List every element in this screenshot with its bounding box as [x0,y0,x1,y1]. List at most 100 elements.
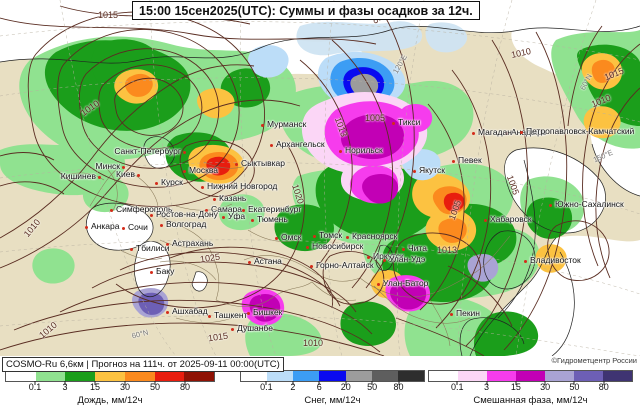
legend-color-cell [397,371,424,381]
legend-color-cell [154,371,185,381]
city-label: Якутск [419,165,445,175]
city-label: Астрахань [172,238,214,248]
legend-tickmark [345,381,347,385]
legend-color-cell [371,371,398,381]
legend-tick-label: 0.1 [28,382,42,392]
legend-color-cell [487,371,516,381]
legend-color-cell [241,371,268,381]
city-dot-icon [183,170,186,173]
city-dot-icon [392,122,395,125]
city-label: Ташкент [214,310,248,320]
city-dot-icon [213,198,216,201]
legend-color-cell [35,371,66,381]
city-label: Хабаровск [490,214,532,224]
city-label: Сыктывкар [241,158,285,168]
legend-tickmark [184,381,186,385]
legend-tickmark [318,381,320,385]
legend-tickmark [34,381,36,385]
legend-tickmark [265,381,267,385]
city-dot-icon [549,204,552,207]
legend-color-cell [574,371,603,381]
city-label: Пекин [456,308,480,318]
city-dot-icon [346,236,349,239]
city-label: Екатеринбург [248,204,302,214]
city-dot-icon [484,219,487,222]
map-graphics [0,0,640,356]
isobar-layer [0,5,640,356]
legend-colorbar-snow [240,370,425,382]
city-label: Тикси [398,117,421,127]
city-label: Душанбе [237,323,273,333]
legend-tickmark [398,381,400,385]
legend-tick-label: 30 [540,382,551,392]
legend-snow: 0.1 2 6 20 50 80 Снег, мм/12ч [240,370,425,408]
legend-color-cell [429,371,458,381]
legend-tickmark [292,381,294,385]
city-dot-icon [377,283,380,286]
city-dot-icon [130,248,133,251]
city-dot-icon [85,226,88,229]
city-dot-icon [166,243,169,246]
legend-color-cell [6,371,36,381]
legend-tickmark [573,381,575,385]
legend-ticks-mixed: 0.1 3 15 30 50 80 [428,381,633,394]
map-title-text: 15:00 15сен2025(UTC): Суммы и фазы осадк… [139,3,473,18]
city-dot-icon [339,150,342,153]
city-label: Чита [408,243,427,253]
city-label: Астана [254,256,282,266]
city-label: Симферополь [116,204,173,214]
city-label: Тюмень [257,214,288,224]
city-dot-icon [505,132,508,135]
city-label: Омск [281,232,302,242]
isobar-label: 1015 [97,10,119,20]
city-dot-icon [150,271,153,274]
city-dot-icon [247,312,250,315]
legend-caption-rain: Дождь, мм/12ч [77,395,143,406]
model-status-text: COSMO-Ru 6,6км | Прогноз на 111ч. от 202… [6,359,280,370]
city-dot-icon [310,265,313,268]
city-dot-icon [472,132,475,135]
city-label: Иркутск [373,251,404,261]
legend-tick-label: 50 [367,382,378,392]
legend-tickmark [94,381,96,385]
legend-tick-label: 3 [62,382,68,392]
city-label: Владивосток [530,255,581,265]
city-label: Мурманск [267,119,307,129]
legend-tick-label: 50 [569,382,580,392]
city-label: Петропавловск-Камчатский [526,126,635,136]
legend-tick-label: 0.1 [260,382,273,392]
city-dot-icon [208,315,211,318]
city-dot-icon [270,144,273,147]
city-label: Санкт-Петербург [114,146,181,156]
attribution-text: ©Гидрометцентр России [551,356,637,365]
legend-ticks-rain: 0.1 3 15 30 50 80 [5,381,215,394]
city-dot-icon [150,214,153,217]
legend-tick-label: 3 [484,382,490,392]
city-dot-icon [251,219,254,222]
city-dot-icon [235,163,238,166]
legend-rain: 0.1 3 15 30 50 80 Дождь, мм/12ч [5,370,215,408]
legend-color-cell [545,371,574,381]
legend-tickmark [486,381,488,385]
legend-tickmark [603,381,605,385]
legend-tick-label: 20 [340,382,351,392]
legend-caption-snow: Снег, мм/12ч [304,395,361,406]
city-label: Горно-Алтайск [316,260,374,270]
city-label: Уфа [228,211,246,221]
legend-strip: 0.1 3 15 30 50 80 Дождь, мм/12ч 0.1 2 6 20 50 80 Снег… [0,370,640,408]
city-dot-icon [231,328,234,331]
city-label: Казань [219,193,247,203]
map-title: 15:00 15сен2025(UTC): Суммы и фазы осадк… [132,1,480,20]
model-status-bar: COSMO-Ru 6,6км | Прогноз на 111ч. от 202… [2,357,284,372]
legend-tick-label: 6 [316,382,322,392]
graticule-layer [0,0,640,356]
city-dot-icon [413,170,416,173]
map-canvas[interactable]: Мурманск Архангельск Санкт-Петербург Минск К… [0,0,640,356]
city-label: Ашхабад [172,306,208,316]
city-label: Анадырь [511,127,547,137]
city-label: Кишинев [60,171,96,181]
legend-tick-label: 80 [598,382,609,392]
city-label: Тбилиси [136,243,170,253]
legend-tickmark [544,381,546,385]
